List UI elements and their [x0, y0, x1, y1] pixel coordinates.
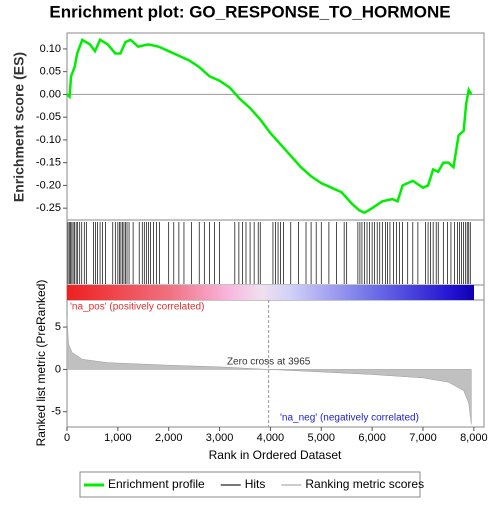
legend [79, 471, 421, 498]
legend-label: Ranking metric scores [305, 477, 424, 491]
y-axis-label: Enrichment score (ES) [11, 52, 27, 202]
annotation: 'na_neg' (negatively correlated) [280, 413, 419, 424]
x-tick-label: 0 [64, 432, 70, 444]
y-axis-label: Ranked list metric (PreRanked) [34, 280, 48, 447]
x-tick-label: 4,000 [257, 432, 285, 444]
y-tick-label: -0.25 [36, 202, 61, 214]
annotation: Zero cross at 3965 [227, 357, 311, 368]
x-tick-label: 5,000 [308, 432, 336, 444]
y-tick-label: 0 [55, 363, 61, 375]
frame [66, 32, 485, 428]
legend-label: Hits [245, 477, 266, 491]
color-bar [67, 285, 474, 300]
x-tick-label: 1,000 [104, 432, 132, 444]
x-tick-label: 6,000 [358, 432, 386, 444]
annotation: 'na_pos' (positively correlated) [70, 302, 204, 313]
y-tick-label: -0.20 [36, 179, 61, 191]
x-axis-label: Rank in Ordered Dataset [209, 448, 342, 462]
x-tick-label: 3,000 [206, 432, 234, 444]
y-tick-label: -0.10 [36, 134, 61, 146]
x-tick-label: 8,000 [460, 432, 488, 444]
y-tick-label: 0.00 [40, 88, 61, 100]
y-tick-label: -0.15 [36, 157, 61, 169]
metric-area [66, 318, 472, 425]
y-tick-label: 0.05 [40, 66, 61, 78]
x-tick-label: 2,000 [155, 432, 183, 444]
chart-title: Enrichment plot: GO_RESPONSE_TO_HORMONE [49, 2, 450, 21]
x-tick-label: 7,000 [409, 432, 437, 444]
es-line [66, 37, 473, 215]
y-tick-label: -5 [51, 406, 61, 418]
y-tick-label: 5 [55, 321, 61, 333]
y-tick-label: -0.05 [36, 111, 61, 123]
legend-label: Enrichment profile [108, 477, 205, 491]
y-tick-label: 0.10 [40, 43, 61, 55]
